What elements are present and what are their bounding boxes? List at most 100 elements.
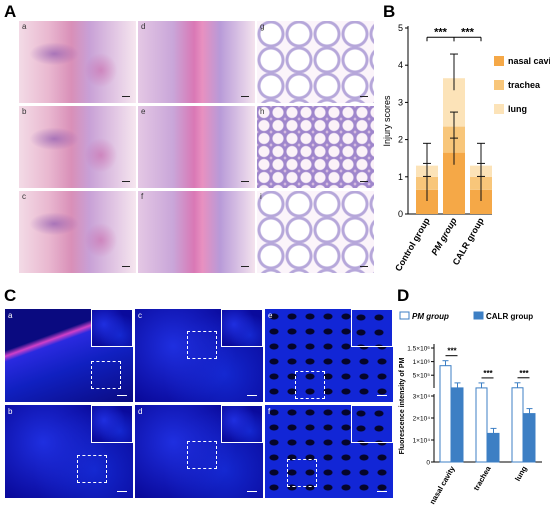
x-tick-label: lung (513, 464, 529, 483)
y-tick-label: 1×10⁴ (413, 438, 431, 445)
zoom-inset (351, 405, 393, 443)
he-image-b: b (18, 105, 137, 189)
y-tick-label: 1 (398, 172, 403, 182)
panel-label-a: A (4, 2, 17, 21)
y-axis-label: Injury scores (382, 95, 392, 147)
panel-label-b: B (383, 2, 396, 21)
fluo-sublabel-c: c (138, 311, 142, 320)
he-sublabel-e: e (141, 107, 146, 116)
bar (475, 387, 488, 463)
zoom-region-box (91, 361, 121, 389)
legend-swatch (494, 56, 504, 66)
zoom-inset (91, 405, 133, 443)
zoom-region-box (295, 371, 325, 399)
legend-label: trachea (508, 80, 541, 90)
zoom-region-box (187, 331, 217, 359)
he-sublabel-d: d (141, 22, 146, 31)
y-axis-label: Fluorescence intensity of PM (399, 357, 406, 454)
zoom-inset (91, 309, 133, 347)
scale-bar (117, 491, 127, 492)
bar-segment (443, 152, 465, 214)
scale-bar (122, 266, 130, 267)
zoom-inset (351, 309, 393, 347)
scale-bar (247, 395, 257, 396)
significance-stars: *** (519, 369, 529, 378)
bar-segment (416, 189, 438, 214)
y-tick-label: 1.5×10⁶ (407, 346, 430, 353)
he-image-i: i (256, 190, 375, 274)
zoom-region-box (77, 455, 107, 483)
zoom-region-box (187, 441, 217, 469)
fluo-image-f: f (264, 404, 394, 499)
y-tick-label: 3 (398, 97, 403, 107)
y-tick-label: 5×10⁵ (413, 373, 431, 380)
fluo-image-b: b (4, 404, 134, 499)
bar-segment (470, 189, 492, 214)
he-image-e: e (137, 105, 256, 189)
fluorescence-intensity-chart: PM group CALR group 5×10⁵ 1×10⁶ 1.5×10⁶ 0 1×10… (399, 311, 542, 506)
he-sublabel-f: f (141, 192, 144, 201)
fluo-sublabel-a: a (8, 311, 13, 320)
x-tick-label: trachea (472, 464, 494, 492)
legend-swatch (473, 311, 484, 320)
y-tick-label: 2 (398, 135, 403, 145)
legend-swatch (494, 104, 504, 114)
y-tick-label: 4 (398, 60, 403, 70)
he-sublabel-h: h (260, 107, 265, 116)
he-image-d: d (137, 20, 256, 104)
significance-stars: *** (447, 347, 457, 356)
scale-bar (241, 266, 249, 267)
scale-bar (122, 96, 130, 97)
bar (487, 432, 500, 463)
x-tick-label: Control group (393, 216, 432, 273)
he-image-f: f (137, 190, 256, 274)
zoom-inset (221, 309, 263, 347)
he-image-h: h (256, 105, 375, 189)
fluo-sublabel-e: e (268, 311, 273, 320)
scale-bar (377, 395, 387, 396)
scale-bar (377, 491, 387, 492)
he-image-a: a (18, 20, 137, 104)
he-image-g: g (256, 20, 375, 104)
fluo-sublabel-b: b (8, 407, 13, 416)
y-tick-label: 3×10⁴ (413, 394, 431, 401)
y-tick-label: 2×10⁴ (413, 416, 431, 423)
legend-label: nasal cavity (508, 56, 550, 66)
he-sublabel-g: g (260, 22, 265, 31)
he-image-c: c (18, 190, 137, 274)
y-tick-label: 5 (398, 23, 403, 33)
bar (511, 387, 524, 463)
bar (523, 413, 536, 463)
scale-bar (247, 491, 257, 492)
y-tick-label: 0 (398, 209, 403, 219)
he-sublabel-c: c (22, 192, 26, 201)
legend-label: CALR group (486, 312, 533, 321)
significance-stars: *** (434, 26, 448, 38)
he-sublabel-i: i (260, 192, 262, 201)
significance-stars: *** (483, 369, 493, 378)
x-tick-label: nasal cavity (428, 464, 457, 506)
fluo-image-e: e (264, 308, 394, 403)
legend-swatch (399, 311, 410, 320)
scale-bar (122, 181, 130, 182)
bar (439, 365, 452, 463)
fluo-image-a: a (4, 308, 134, 403)
he-sublabel-b: b (22, 107, 27, 116)
he-sublabel-a: a (22, 22, 27, 31)
legend-swatch (494, 80, 504, 90)
fluo-image-c: c (134, 308, 264, 403)
legend-label: lung (508, 104, 527, 114)
zoom-region-box (287, 459, 317, 487)
bar (451, 387, 464, 463)
panel-label-d: D (397, 286, 410, 305)
panel-label-c: C (4, 286, 17, 305)
scale-bar (241, 181, 249, 182)
scale-bar (117, 395, 127, 396)
scale-bar (241, 96, 249, 97)
legend-label: PM group (412, 312, 449, 321)
fluo-image-d: d (134, 404, 264, 499)
scale-bar (360, 96, 368, 97)
significance-stars: *** (461, 26, 475, 38)
y-tick-label: 1×10⁶ (413, 359, 431, 366)
